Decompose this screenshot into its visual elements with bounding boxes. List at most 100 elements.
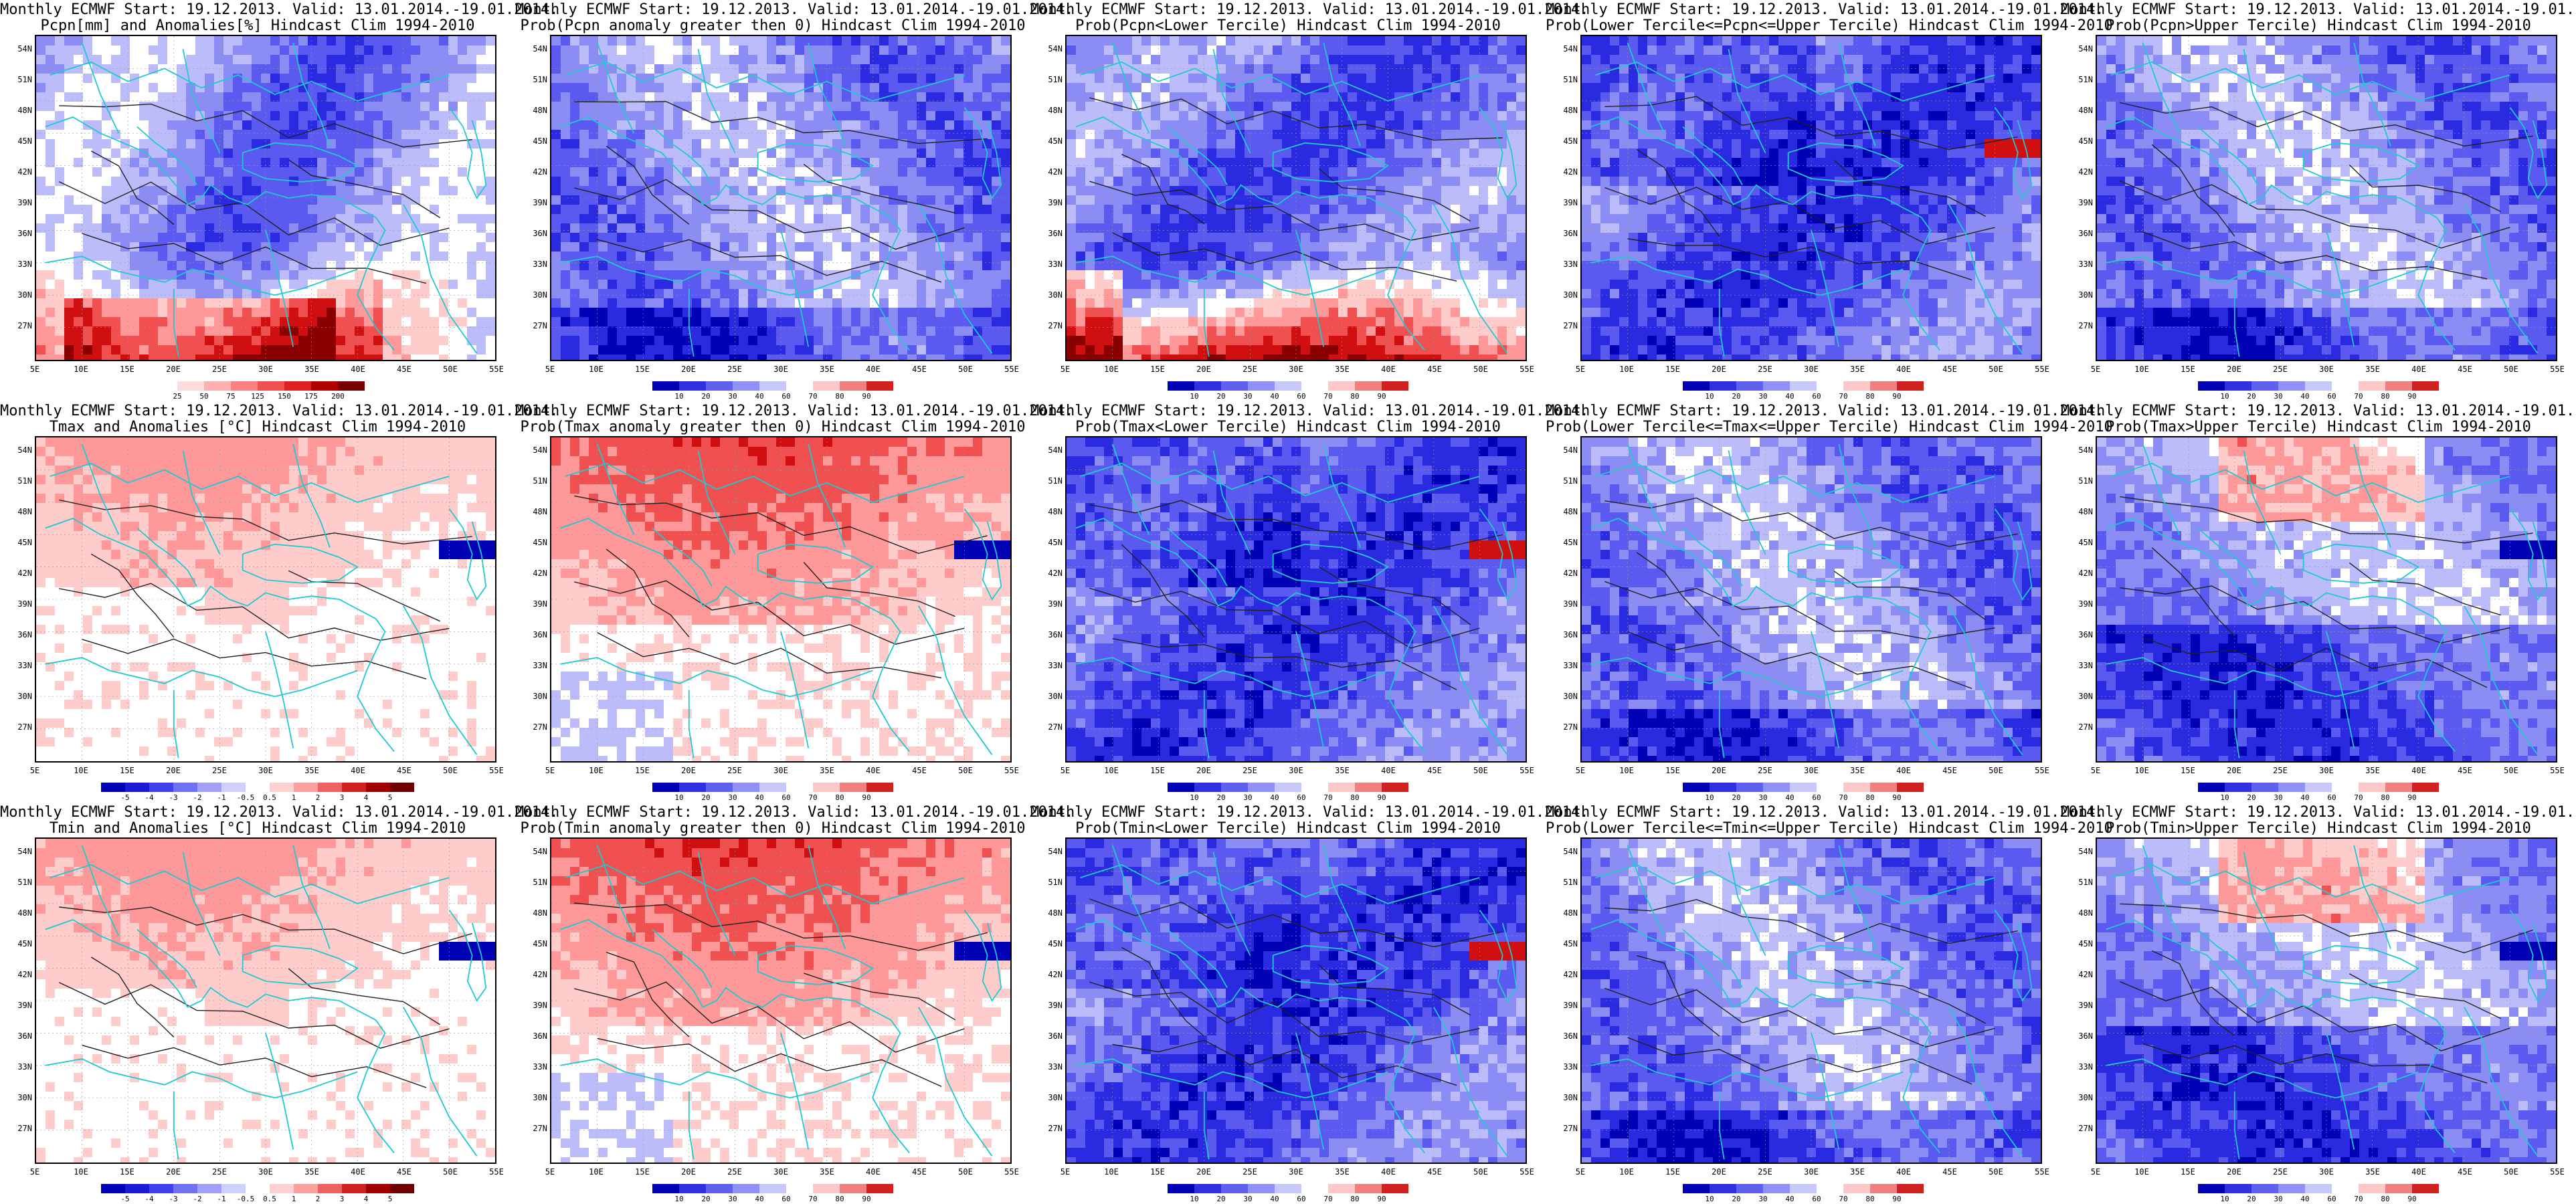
coastline: [182, 450, 221, 555]
latitude-label: 54N: [1036, 44, 1063, 54]
contour-line: [1833, 969, 1987, 1024]
latitude-label: 39N: [2066, 599, 2093, 609]
longitude-label: 20E: [2221, 1167, 2247, 1177]
coastline: [560, 919, 910, 1154]
longitude-label: 10E: [2128, 365, 2155, 374]
colorbar-tick-label: 70: [1318, 392, 1338, 401]
longitude-label: 40E: [345, 1167, 371, 1177]
panel-header-line: Monthly ECMWF Start: 19.12.2013. Valid: …: [2061, 403, 2576, 419]
colorbar-tick-label: 40: [749, 793, 769, 802]
longitude-label: 40E: [2405, 766, 2432, 775]
map-area: [550, 837, 1012, 1164]
colorbar: [1168, 783, 1408, 792]
colorbar-swatch: [1897, 1184, 1924, 1193]
coastline: [2106, 919, 2456, 1154]
colorbar-tick-label: 10: [1184, 392, 1204, 401]
colorbar-swatch: [1248, 783, 1275, 792]
latitude-label: 54N: [1551, 445, 1578, 455]
contour-line: [574, 495, 988, 555]
latitude-label: 39N: [5, 198, 32, 207]
longitude-label: 55E: [2544, 1167, 2571, 1177]
coastline: [963, 909, 1002, 1002]
colorbar-swatch: [840, 783, 866, 792]
map-area: [550, 35, 1012, 361]
coastline: [2243, 851, 2282, 956]
contour-line: [1089, 500, 1503, 550]
colorbar-tick-label: 40: [1780, 1195, 1800, 1203]
longitude-label: 55E: [1513, 365, 1540, 374]
colorbar-swatch: [318, 783, 342, 792]
colorbar-swatch: [1736, 783, 1763, 792]
colorbar-tick-label: 30: [2268, 392, 2288, 401]
panel-title: Prob(Tmax>Upper Tercile) Hindcast Clim 1…: [2061, 419, 2576, 435]
colorbar-tick-label: 30: [723, 1195, 743, 1203]
coastline: [1811, 1033, 1840, 1150]
colorbar-tick-label: 70: [2349, 793, 2369, 802]
longitude-label: 45E: [906, 365, 933, 374]
map-field-layer: [551, 437, 1010, 761]
latitude-label: 33N: [5, 1062, 32, 1072]
coastline: [1590, 657, 1904, 698]
coastline: [688, 1091, 695, 1160]
longitude-label: 55E: [2544, 365, 2571, 374]
latitude-label: 33N: [1036, 260, 1063, 269]
colorbar-tick-label: 20: [1726, 392, 1746, 401]
longitude-label: 50E: [1467, 766, 1494, 775]
colorbar-swatch: [652, 381, 679, 391]
longitude-label: 15E: [2175, 1167, 2201, 1177]
colorbar-tick-label: 0.5: [260, 793, 280, 802]
colorbar-swatch: [1683, 1184, 1710, 1193]
colorbar-tick-label: 20: [696, 793, 716, 802]
longitude-label: 15E: [1659, 766, 1686, 775]
latitude-label: 39N: [1551, 1001, 1578, 1010]
coastline: [560, 657, 873, 698]
coastline: [808, 845, 846, 949]
map-field-layer: [1582, 36, 2041, 360]
longitude-label: 10E: [2128, 1167, 2155, 1177]
colorbar-tick-label: 70: [2349, 392, 2369, 401]
coastline: [757, 944, 874, 985]
latitude-label: 30N: [521, 1093, 547, 1102]
panel-title: Prob(Tmin anomaly greater then 0) Hindca…: [515, 820, 1030, 837]
coastline: [265, 230, 294, 347]
coastline: [242, 142, 359, 183]
colorbar-tick-label: 90: [2402, 392, 2422, 401]
latitude-label: 33N: [5, 260, 32, 269]
coastline: [1590, 116, 1940, 351]
colorbar-tick-label: 90: [1887, 793, 1907, 802]
latitude-label: 39N: [1551, 198, 1578, 207]
latitude-label: 30N: [521, 290, 547, 300]
latitude-label: 27N: [1551, 722, 1578, 732]
coastline: [1433, 204, 1508, 354]
longitude-label: 50E: [952, 766, 979, 775]
latitude-label: 30N: [1551, 692, 1578, 701]
coastline: [45, 1058, 358, 1099]
colorbar-swatch: [1301, 783, 1328, 792]
contour-line: [1833, 160, 1987, 217]
longitude-label: 55E: [1513, 766, 1540, 775]
contour-line: [1089, 587, 1480, 649]
latitude-label: 27N: [521, 1124, 547, 1133]
map-panel-p4: Monthly ECMWF Start: 19.12.2013. Valid: …: [1546, 0, 2113, 401]
colorbar-tick-label: 20: [2241, 392, 2262, 401]
colorbar-swatch: [2412, 1184, 2439, 1193]
colorbar-swatch: [786, 381, 813, 391]
longitude-label: 35E: [814, 365, 840, 374]
panel-header-line: Monthly ECMWF Start: 19.12.2013. Valid: …: [1546, 1, 2104, 18]
longitude-label: 10E: [2128, 766, 2155, 775]
colorbar: [1683, 1184, 1924, 1193]
latitude-label: 33N: [521, 260, 547, 269]
coastline: [652, 126, 713, 186]
colorbar-swatch: [652, 783, 679, 792]
panel-header-line: Monthly ECMWF Start: 19.12.2013. Valid: …: [0, 804, 558, 821]
map-field-layer: [36, 437, 495, 761]
colorbar-swatch: [840, 381, 866, 391]
latitude-label: 36N: [521, 1031, 547, 1041]
colorbar-tick-label: 30: [1238, 793, 1258, 802]
longitude-label: 45E: [1421, 365, 1448, 374]
map-panel-p1: Monthly ECMWF Start: 19.12.2013. Valid: …: [0, 0, 558, 401]
longitude-label: 15E: [2175, 766, 2201, 775]
longitude-label: 40E: [1375, 766, 1402, 775]
colorbar-tick-label: 30: [1238, 392, 1258, 401]
colorbar-tick-label: 30: [1753, 392, 1773, 401]
